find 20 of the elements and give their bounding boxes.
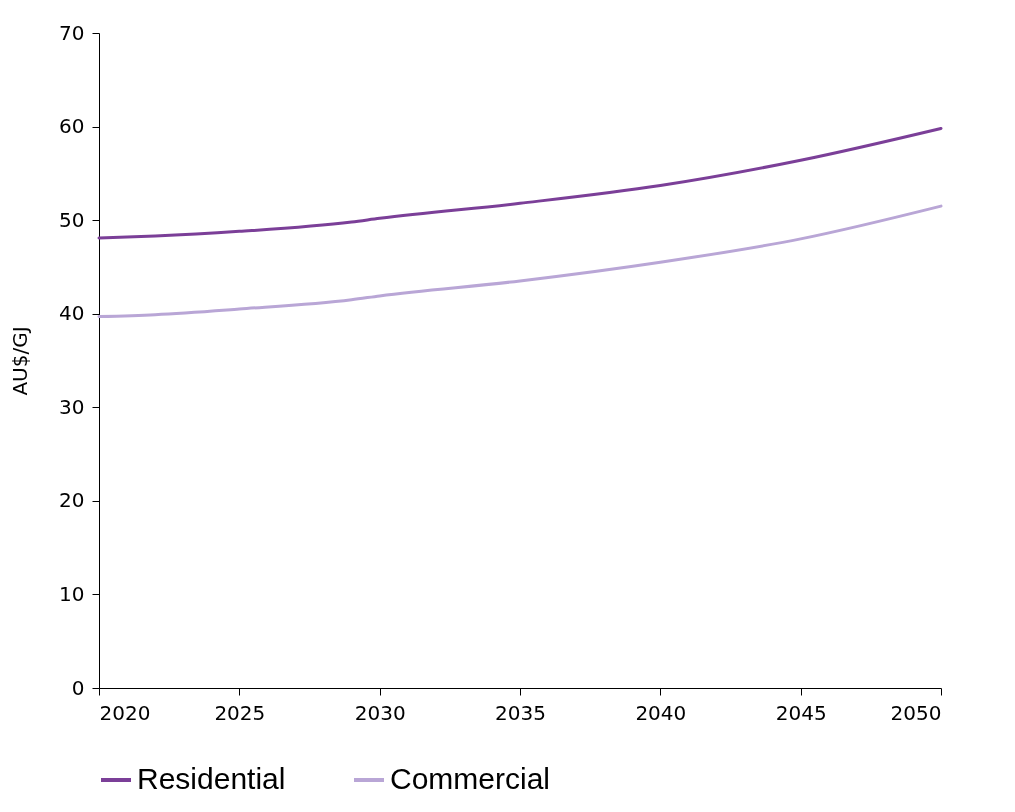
x-tick-label: 2045 — [775, 700, 827, 725]
y-tick-label: 40 — [59, 301, 85, 326]
legend-label: Residential — [137, 762, 286, 795]
y-axis-title: AU$/GJ — [8, 326, 33, 396]
line-series — [97, 204, 943, 319]
x-tick-label: 2030 — [354, 700, 406, 725]
line-series — [97, 126, 943, 240]
y-tick-label: 10 — [59, 581, 85, 606]
x-tick-label: 2020 — [99, 700, 151, 725]
y-tick-label: 70 — [59, 20, 85, 45]
y-tick-label: 50 — [59, 207, 85, 232]
legend-label: Commercial — [390, 762, 551, 795]
x-tick-label: 2050 — [890, 700, 942, 725]
y-tick-label: 20 — [59, 488, 85, 513]
y-tick-label: 0 — [71, 675, 85, 700]
x-tick-label: 2035 — [495, 700, 546, 725]
y-tick-label: 30 — [59, 394, 85, 419]
y-tick-label: 60 — [59, 114, 85, 139]
x-tick-label: 2040 — [635, 700, 687, 725]
x-tick-label: 2025 — [214, 700, 266, 725]
